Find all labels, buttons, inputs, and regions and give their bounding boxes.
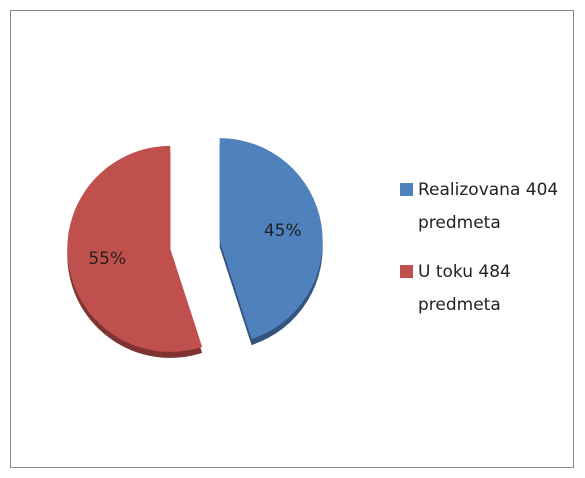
legend-item: Realizovana 404 predmeta bbox=[400, 174, 575, 240]
slice bbox=[67, 145, 203, 352]
legend-label: Realizovana 404 predmeta bbox=[418, 180, 559, 233]
slice bbox=[219, 138, 323, 340]
data-label: 55% bbox=[88, 249, 126, 269]
legend-item: U toku 484 predmeta bbox=[400, 256, 575, 322]
data-label: 45% bbox=[264, 221, 302, 241]
chart-frame bbox=[10, 10, 574, 468]
legend-swatch bbox=[400, 183, 413, 196]
legend-swatch bbox=[400, 265, 413, 278]
legend-label: U toku 484 predmeta bbox=[418, 262, 511, 315]
